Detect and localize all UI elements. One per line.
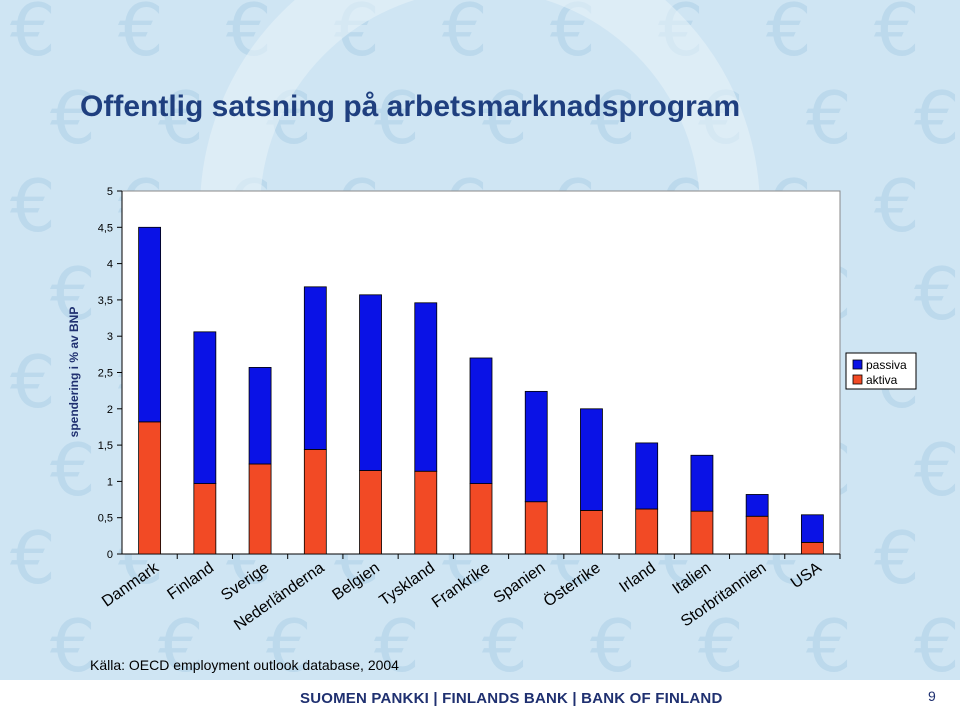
bar-aktiva <box>800 541 824 555</box>
legend-swatch-aktiva <box>852 374 863 385</box>
euro-decoration-icon: € <box>914 76 960 160</box>
euro-decoration-icon: € <box>874 164 920 248</box>
euro-decoration-icon: € <box>374 76 420 160</box>
euro-decoration-icon: € <box>118 0 164 72</box>
legend: passiva aktiva <box>845 352 917 390</box>
bar-aktiva <box>580 510 603 555</box>
y-tick-label: 2,5 <box>98 368 113 380</box>
x-category-label: USA <box>788 559 825 592</box>
bar-aktiva <box>193 483 217 555</box>
euro-decoration-icon: € <box>158 76 204 160</box>
bar-passiva <box>359 294 382 471</box>
bar-aktiva <box>248 463 272 555</box>
euro-decoration-icon: € <box>874 516 920 600</box>
y-tick-label: 0,5 <box>98 513 113 525</box>
bar-passiva <box>414 302 438 472</box>
y-tick-label: 4 <box>107 259 113 271</box>
bar-aktiva <box>524 501 548 555</box>
bar-aktiva <box>635 508 659 555</box>
euro-decoration-icon: € <box>50 604 96 680</box>
y-tick-label: 1 <box>107 476 113 488</box>
x-category-label: Frankrike <box>429 559 493 611</box>
slide-title: Offentlig satsning på arbetsmarknadsprog… <box>80 90 741 123</box>
bar-passiva <box>524 390 548 503</box>
bar-aktiva <box>303 449 327 555</box>
legend-label-passiva: passiva <box>866 358 907 372</box>
bar-passiva <box>745 494 769 517</box>
euro-decoration-icon: € <box>806 604 852 680</box>
bar-passiva <box>469 357 493 484</box>
bar-passiva <box>248 367 272 465</box>
x-category-label: Österrike <box>540 558 604 610</box>
page-number: 9 <box>928 688 936 704</box>
y-tick-label: 1,5 <box>98 440 113 452</box>
bar-aktiva <box>690 510 714 555</box>
legend-swatch-passiva <box>852 359 863 370</box>
x-category-label: Irland <box>616 559 659 596</box>
bar-passiva <box>580 408 603 511</box>
euro-decoration-icon: € <box>50 252 96 336</box>
euro-decoration-icon: € <box>442 0 488 72</box>
bar-aktiva <box>469 483 493 555</box>
euro-decoration-icon: € <box>590 604 636 680</box>
euro-decoration-icon: € <box>914 604 960 680</box>
bar-passiva <box>193 331 217 484</box>
footer-bank-name: SUOMEN PANKKI | FINLANDS BANK | BANK OF … <box>300 690 723 707</box>
euro-decoration-icon: € <box>874 0 920 72</box>
euro-decoration-icon: € <box>10 516 56 600</box>
x-category-label: Belgien <box>329 559 382 604</box>
bar-passiva <box>303 286 327 450</box>
euro-decoration-icon: € <box>374 604 420 680</box>
x-category-label: Tyskland <box>377 559 438 609</box>
stacked-bar-chart: spendering i % av BNP 0 0,5 1 1,5 2 2,5 3 3,5 4 4… <box>67 186 917 634</box>
bar-passiva <box>138 226 162 423</box>
euro-decoration-icon: € <box>914 428 960 512</box>
euro-decoration-icon: € <box>590 76 636 160</box>
y-tick-label: 2 <box>107 404 113 416</box>
euro-decoration-icon: € <box>806 76 852 160</box>
euro-decoration-icon: € <box>914 252 960 336</box>
bar-aktiva <box>414 470 438 555</box>
euro-decoration-icon: € <box>10 164 56 248</box>
euro-decoration-icon: € <box>482 76 528 160</box>
euro-decoration-icon: € <box>50 428 96 512</box>
bar-passiva <box>800 514 824 543</box>
x-category-label: Spanien <box>491 559 549 607</box>
bar-passiva <box>635 442 659 510</box>
euro-decoration-icon: € <box>766 0 812 72</box>
bar-aktiva <box>359 470 382 555</box>
y-tick-label: 5 <box>107 186 113 198</box>
legend-label-aktiva: aktiva <box>866 373 898 387</box>
x-category-label: Danmark <box>99 559 163 611</box>
bar-aktiva <box>138 421 162 555</box>
euro-decoration-icon: € <box>10 0 56 72</box>
footer-bar <box>0 680 960 707</box>
y-axis-label: spendering i % av BNP <box>67 307 81 438</box>
bar-aktiva <box>745 515 769 555</box>
x-category-label: Finland <box>164 559 217 603</box>
euro-decoration-icon: € <box>158 604 204 680</box>
source-note: Källa: OECD employment outlook database,… <box>90 657 399 673</box>
bar-passiva <box>690 454 714 512</box>
y-tick-label: 3,5 <box>98 295 113 307</box>
x-category-label: Italien <box>669 559 714 597</box>
y-tick-label: 0 <box>107 549 113 561</box>
y-tick-label: 3 <box>107 331 113 343</box>
y-tick-label: 4,5 <box>98 222 113 234</box>
euro-decoration-icon: € <box>698 604 744 680</box>
euro-decoration-icon: € <box>10 340 56 424</box>
euro-decoration-icon: € <box>482 604 528 680</box>
euro-decoration-icon: € <box>266 604 312 680</box>
euro-decoration-icon: € <box>50 76 96 160</box>
